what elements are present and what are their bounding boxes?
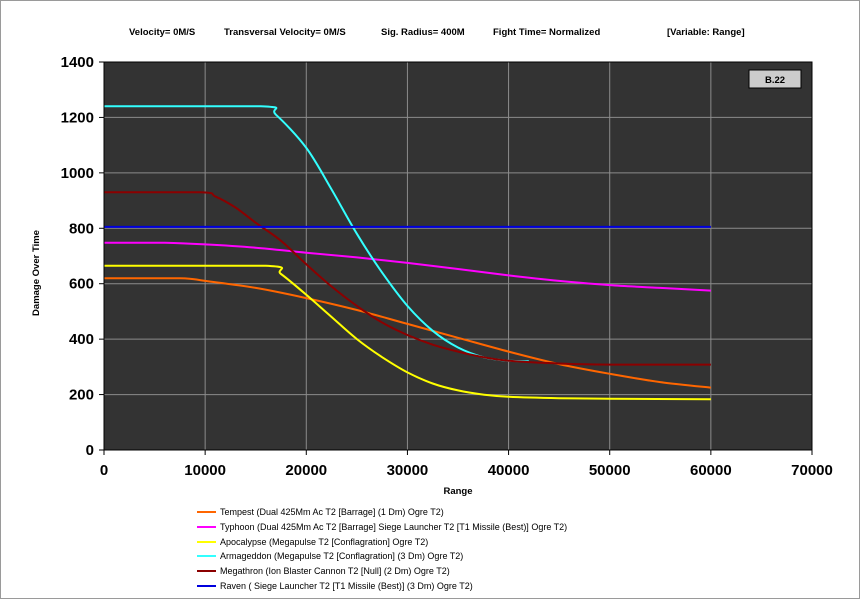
series-layer xyxy=(103,105,712,401)
transversal-velocity-label: Transversal Velocity= 0M/S xyxy=(224,27,346,38)
legend-item: Megathron (Ion Blaster Cannon T2 [Null] … xyxy=(196,564,756,579)
legend-swatch xyxy=(197,584,216,587)
y-tick-label: 600 xyxy=(69,276,94,293)
legend-swatch xyxy=(197,511,216,513)
y-tick-label: 1200 xyxy=(61,109,94,126)
legend-label: Apocalypse (Megapulse T2 [Conflagration]… xyxy=(220,536,429,547)
legend-item: Typhoon (Dual 425Mm Ac T2 [Barrage] Sieg… xyxy=(196,520,756,535)
legend-label: Typhoon (Dual 425Mm Ac T2 [Barrage] Sieg… xyxy=(220,521,568,532)
legend-swatch xyxy=(197,555,216,558)
x-tick-label: 20000 xyxy=(285,462,327,479)
variable-label: [Variable: Range] xyxy=(667,27,745,38)
legend-label: Tempest (Dual 425Mm Ac T2 [Barrage] (1 D… xyxy=(220,507,444,517)
series-line-1 xyxy=(104,277,712,389)
legend-item: Raven ( Siege Launcher T2 [T1 Missile (B… xyxy=(196,579,756,594)
chart-legend: Tempest (Dual 425Mm Ac T2 [Barrage] (1 D… xyxy=(196,505,756,594)
y-tick-label: 1400 xyxy=(61,54,94,71)
x-tick-label: 60000 xyxy=(690,462,732,479)
chart-badge: B.22 xyxy=(748,69,802,89)
fight-time-label: Fight Time= Normalized xyxy=(493,27,601,38)
plot-border xyxy=(103,61,813,451)
badge-box xyxy=(748,69,802,89)
legend-swatch xyxy=(197,570,216,573)
signature-radius-label: Sig. Radius= 400M xyxy=(381,27,465,38)
y-tick-label: 400 xyxy=(69,331,94,348)
x-axis-label: Range xyxy=(443,486,472,497)
y-axis-label: Damage Over Time xyxy=(31,230,42,316)
x-tick-label: 50000 xyxy=(589,462,631,479)
velocity-label: Velocity= 0M/S xyxy=(129,27,196,38)
y-tick-label: 200 xyxy=(69,387,94,404)
x-tick-label: 10000 xyxy=(184,462,226,479)
legend-item: Armageddon (Megapulse T2 [Conflagration]… xyxy=(196,549,756,564)
y-tick-label: 0 xyxy=(86,442,94,459)
axes: 0 200 400 600 800 1000 1200 1400 0 10000 20000 3000… xyxy=(61,54,833,479)
legend-label: Megathron (Ion Blaster Cannon T2 [Null] … xyxy=(220,566,450,577)
badge-label: B.22 xyxy=(765,75,785,86)
x-tick-label: 40000 xyxy=(488,462,530,479)
legend-swatch xyxy=(197,525,216,528)
series-line-5 xyxy=(104,191,711,366)
legend-item: Apocalypse (Megapulse T2 [Conflagration]… xyxy=(196,535,756,550)
x-tick-label: 30000 xyxy=(387,462,429,479)
legend-label: Armageddon (Megapulse T2 [Conflagration]… xyxy=(220,551,464,562)
y-tick-label: 1000 xyxy=(61,165,94,182)
legend-item: Tempest (Dual 425Mm Ac T2 [Barrage] (1 D… xyxy=(196,505,756,520)
legend-label: Raven ( Siege Launcher T2 [T1 Missile (B… xyxy=(220,580,473,591)
y-tick-label: 800 xyxy=(69,220,94,237)
x-tick-label: 0 xyxy=(100,462,108,479)
x-tick-label: 70000 xyxy=(791,462,833,479)
series-line-3 xyxy=(104,264,711,401)
plot-area xyxy=(104,62,812,450)
chart-header: Velocity= 0M/S Transversal Velocity= 0M/… xyxy=(0,27,860,41)
series-line-2 xyxy=(104,241,711,292)
legend-swatch xyxy=(197,540,216,543)
